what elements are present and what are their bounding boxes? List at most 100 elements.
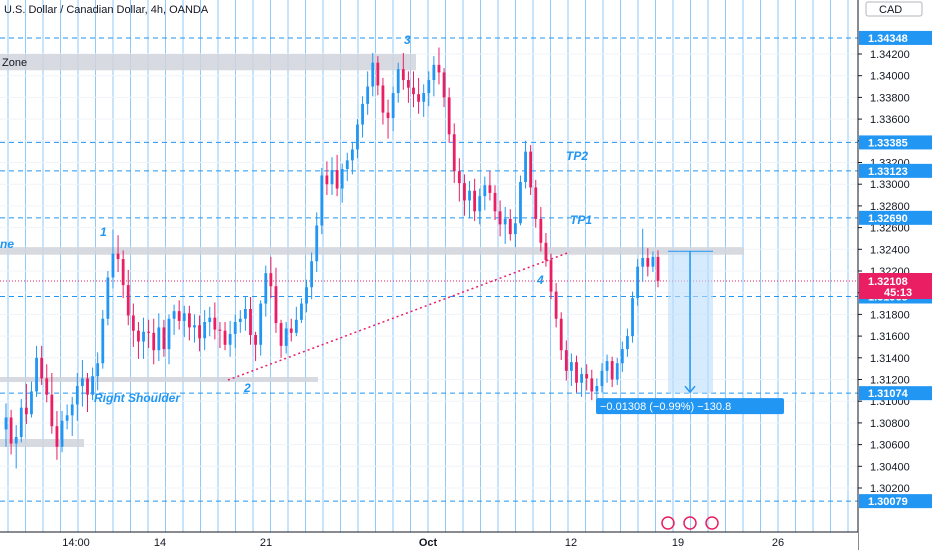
level-badge-label: 1.31074 [868, 388, 909, 400]
currency-badge[interactable]: CAD [865, 1, 923, 17]
candle-body [605, 361, 609, 371]
candle-body [457, 171, 461, 184]
price-axis[interactable]: 1.302001.304001.306001.308001.310001.312… [857, 0, 932, 550]
candle-body [294, 319, 298, 333]
level-badge[interactable] [859, 494, 932, 509]
y-tick-label: 1.34000 [870, 71, 910, 83]
zone-upper[interactable] [0, 54, 416, 71]
candle-body [131, 315, 135, 331]
y-tick-label: 1.31400 [870, 353, 910, 365]
candle-body [24, 407, 28, 415]
candle-body [4, 417, 8, 430]
candle-body [447, 97, 451, 135]
candles-layer [4, 47, 660, 469]
candle-body [193, 325, 196, 328]
candle-body [116, 253, 120, 260]
level-badge-label: 1.34348 [868, 33, 908, 45]
candle-body [590, 378, 594, 392]
candle-body [631, 298, 634, 337]
candle-body [152, 332, 156, 351]
candle-body [391, 93, 395, 119]
candle-body [478, 196, 482, 212]
zone-lower[interactable] [0, 439, 84, 447]
y-tick-label: 1.33600 [870, 114, 910, 126]
candle-body [213, 317, 217, 330]
candle-body [468, 190, 471, 201]
level-badge[interactable] [859, 30, 932, 45]
trend-line[interactable] [227, 251, 571, 381]
candle-body [198, 325, 201, 339]
candle-body [14, 437, 18, 444]
candle-body [549, 260, 553, 292]
y-tick-label: 1.31200 [870, 375, 910, 387]
candle-body [396, 69, 400, 94]
level-badge[interactable] [859, 163, 932, 178]
candle-body [40, 357, 44, 379]
x-tick-label: 21 [260, 537, 272, 549]
candle-body [279, 323, 283, 346]
candle-body [238, 318, 242, 322]
candle-body [452, 134, 456, 172]
level-lines-layer [0, 37, 858, 502]
candle-body [254, 335, 257, 345]
level-badge[interactable] [859, 210, 932, 225]
y-tick-label: 1.32600 [870, 223, 910, 235]
candle-body [498, 211, 502, 225]
measure-tool[interactable]: −0.01308 (−0.99%) −130.8 [596, 250, 784, 415]
candle-body [177, 311, 181, 321]
y-tick-label: 1.31600 [870, 331, 910, 343]
candle-body [544, 242, 548, 261]
candle-body [570, 362, 573, 371]
y-tick-label: 1.30200 [870, 483, 910, 495]
time-axis[interactable]: 14:00 14 21 Oct 12 19 26 [0, 531, 858, 550]
candle-body [539, 218, 543, 243]
y-tick-label: 1.30400 [870, 461, 910, 473]
candle-body [223, 330, 227, 345]
logo-icon-right [705, 516, 719, 530]
level-badge[interactable] [859, 135, 932, 150]
candle-body [203, 321, 207, 339]
candle-body [305, 287, 308, 304]
countdown-label: 45:13 [884, 287, 912, 299]
chart-title: U.S. Dollar / Canadian Dollar, 4h, OANDA [4, 4, 209, 16]
candle-body [147, 331, 151, 333]
candle-body [289, 328, 293, 333]
candle-body [356, 124, 359, 150]
candle-body [366, 86, 370, 104]
candle-body [310, 261, 314, 288]
candle-body [442, 72, 446, 98]
zone-shoulder[interactable] [0, 377, 318, 382]
level-badge[interactable] [859, 386, 932, 401]
candle-body [233, 321, 237, 334]
measure-label: −0.01308 (−0.99%) −130.8 [600, 401, 731, 413]
candle-body [330, 170, 334, 185]
candle-body [432, 64, 436, 81]
candle-body [81, 378, 84, 387]
level-badge-label: 1.33385 [868, 137, 908, 149]
candle-body [55, 426, 59, 447]
candle-body [70, 404, 74, 416]
current-price-badge[interactable] [859, 272, 932, 299]
level-badge-label: 1.33123 [868, 166, 908, 178]
x-tick-label: Oct [419, 537, 438, 549]
candle-body [142, 331, 145, 342]
candle-body [75, 386, 79, 405]
level-badge-label: 1.30079 [868, 496, 908, 508]
zone-middle[interactable] [0, 247, 744, 255]
candle-body [60, 420, 64, 447]
y-tick-label: 1.33800 [870, 92, 910, 104]
x-tick-label: 14:00 [62, 537, 90, 549]
candle-body [626, 336, 629, 350]
annotation-tp1: TP1 [570, 213, 592, 227]
annotation-1: 1 [100, 225, 107, 239]
zone-middle-label: ne [0, 237, 14, 251]
annotation-4: 4 [536, 273, 544, 287]
level-badge-label: 1.32690 [868, 213, 908, 225]
y-tick-label: 1.34200 [870, 49, 910, 61]
candle-body [412, 87, 415, 95]
candle-body [493, 192, 497, 212]
candle-body [651, 256, 655, 267]
candle-body [610, 361, 614, 380]
candle-body [488, 185, 492, 193]
